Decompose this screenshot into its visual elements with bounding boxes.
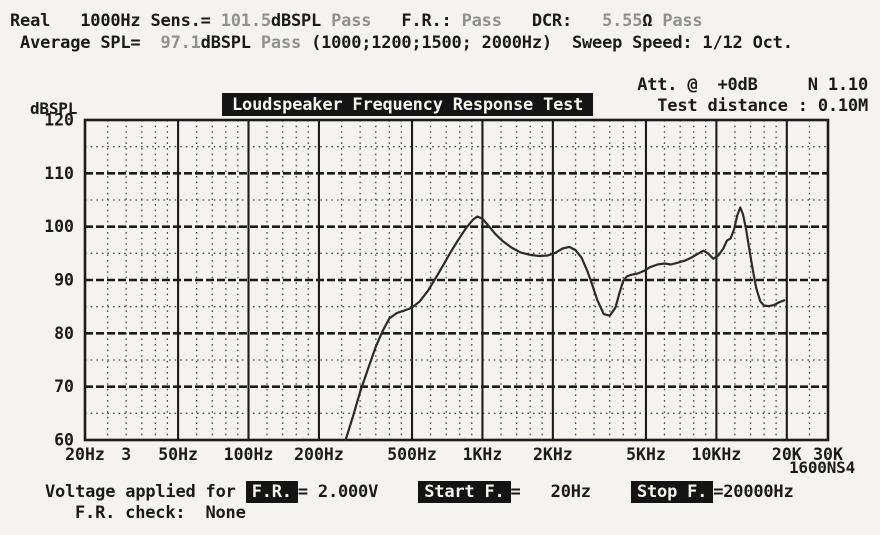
- x-tick-label: 3: [121, 445, 131, 464]
- text-segment: Pass: [652, 11, 703, 31]
- y-tick-label: 70: [54, 377, 74, 396]
- y-axis-unit-label: dBSPL: [30, 99, 78, 118]
- text-segment: 97.1: [160, 33, 201, 53]
- x-tick-label: 20K: [772, 445, 802, 464]
- text-segment: Ω: [642, 11, 653, 31]
- text-segment: 5.55: [602, 11, 643, 31]
- plot-frame: [83, 118, 830, 442]
- device-model-label: 1600NS4: [788, 458, 855, 477]
- stop-frequency-value[interactable]: =20000Hz: [713, 482, 794, 502]
- x-tick-label: 2KHz: [533, 445, 573, 464]
- x-tick-label: 1KHz: [463, 445, 503, 464]
- spacer: [378, 482, 418, 502]
- spacer: [591, 482, 631, 502]
- fr-voltage-value[interactable]: = 2.000V: [297, 482, 379, 502]
- text-segment: Pass: [331, 11, 372, 31]
- response-curve: [344, 206, 786, 442]
- x-tick-label: 200Hz: [294, 445, 344, 464]
- text-segment: Average SPL=: [10, 33, 161, 53]
- text-segment: F.R.:: [371, 11, 462, 31]
- y-tick-label: 60: [54, 431, 74, 450]
- text-segment: 101.5: [220, 11, 271, 31]
- attenuation-status: Att. @ +0dB N 1.10: [637, 75, 868, 95]
- fr-check-label: F.R. check:: [75, 503, 206, 523]
- x-tick-label: 10KHz: [692, 445, 742, 464]
- text-segment: Real 1000Hz Sens.=: [10, 11, 221, 31]
- x-tick-label: 30K: [813, 445, 843, 464]
- chart-title-bar: Loudspeaker Frequency Response Test: [222, 93, 594, 116]
- fr-check-value[interactable]: None: [205, 503, 246, 523]
- text-segment: Pass: [260, 33, 302, 53]
- fr-check-row: F.R. check: None: [75, 503, 246, 523]
- text-segment: DCR:: [501, 11, 603, 31]
- text-segment: dBSPL: [200, 33, 261, 53]
- stop-frequency-field-label[interactable]: Stop F.: [630, 481, 714, 503]
- test-distance-status: Test distance : 0.10M: [657, 96, 868, 116]
- x-tick-label: 500Hz: [387, 445, 437, 464]
- fr-voltage-field-label[interactable]: F.R.: [245, 481, 298, 503]
- y-tick-label: 120: [44, 111, 74, 130]
- x-tick-label: 5KHz: [626, 445, 666, 464]
- y-tick-label: 80: [54, 324, 74, 343]
- x-tick-label: 20Hz: [65, 445, 105, 464]
- y-tick-label: 90: [54, 271, 74, 290]
- measurement-summary-line2: Average SPL= 97.1dBSPL Pass (1000;1200;1…: [10, 33, 793, 53]
- text-segment: (1000;1200;1500; 2000Hz) Sweep Speed: 1/…: [301, 33, 793, 53]
- measurement-summary-line1: Real 1000Hz Sens.= 101.5dBSPL Pass F.R.:…: [10, 11, 703, 31]
- x-tick-label: 100Hz: [224, 445, 274, 464]
- text-segment: Pass: [461, 11, 502, 31]
- test-parameters-row: Voltage applied for F.R. = 2.000V Start F…: [45, 481, 794, 503]
- start-frequency-value[interactable]: = 20Hz: [510, 482, 591, 502]
- x-tick-label: 50Hz: [158, 445, 198, 464]
- start-frequency-field-label[interactable]: Start F.: [418, 481, 511, 503]
- y-tick-label: 100: [44, 217, 74, 236]
- y-tick-label: 110: [44, 164, 74, 183]
- text-segment: dBSPL: [270, 11, 332, 31]
- voltage-prefix-label: Voltage applied for: [45, 482, 246, 502]
